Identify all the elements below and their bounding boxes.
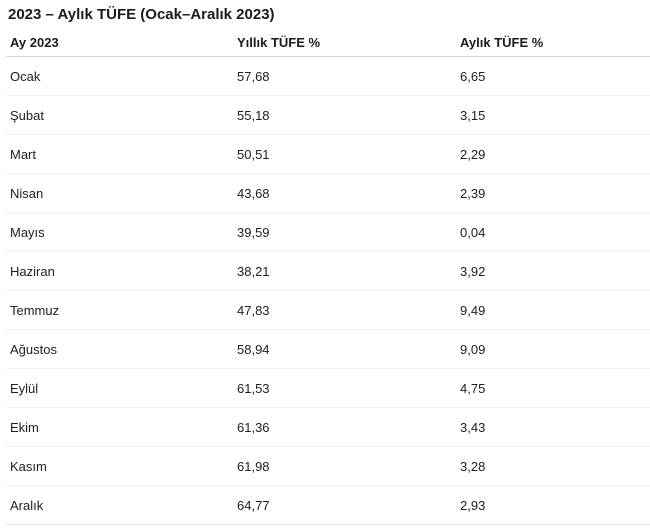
page-title: 2023 – Aylık TÜFE (Ocak–Aralık 2023) [8,6,275,23]
cell-monthly-tufe: 3,15 [456,95,650,135]
tufe-table: Ay 2023 Yıllık TÜFE % Aylık TÜFE % Ocak 5… [6,24,650,525]
column-header-annual-tufe: Yıllık TÜFE % [233,24,456,57]
table-row: Ocak 57,68 6,65 [6,56,650,96]
cell-month: Eylül [6,368,233,408]
cell-monthly-tufe: 6,65 [456,56,650,96]
cell-month: Kasım [6,446,233,486]
table-row: Ağustos 58,94 9,09 [6,329,650,369]
table-row: Kasım 61,98 3,28 [6,446,650,486]
table-row: Mart 50,51 2,29 [6,134,650,174]
cell-month: Temmuz [6,290,233,330]
cell-annual-tufe: 43,68 [233,173,456,213]
cell-month: Şubat [6,95,233,135]
cell-annual-tufe: 55,18 [233,95,456,135]
cell-monthly-tufe: 3,92 [456,251,650,291]
cell-month: Aralık [6,485,233,525]
cell-annual-tufe: 39,59 [233,212,456,252]
table-header-row: Ay 2023 Yıllık TÜFE % Aylık TÜFE % [6,24,650,57]
table-row: Ekim 61,36 3,43 [6,407,650,447]
column-header-month: Ay 2023 [6,24,233,57]
table-row: Eylül 61,53 4,75 [6,368,650,408]
cell-annual-tufe: 64,77 [233,485,456,525]
cell-annual-tufe: 61,36 [233,407,456,447]
cell-monthly-tufe: 0,04 [456,212,650,252]
cell-month: Nisan [6,173,233,213]
cell-annual-tufe: 47,83 [233,290,456,330]
table-row: Mayıs 39,59 0,04 [6,212,650,252]
cell-annual-tufe: 61,53 [233,368,456,408]
cell-annual-tufe: 61,98 [233,446,456,486]
cell-monthly-tufe: 9,49 [456,290,650,330]
cell-monthly-tufe: 2,29 [456,134,650,174]
cell-month: Mart [6,134,233,174]
cell-monthly-tufe: 9,09 [456,329,650,369]
cell-annual-tufe: 50,51 [233,134,456,174]
cell-month: Haziran [6,251,233,291]
cell-monthly-tufe: 3,28 [456,446,650,486]
cell-annual-tufe: 38,21 [233,251,456,291]
cell-annual-tufe: 58,94 [233,329,456,369]
cell-monthly-tufe: 4,75 [456,368,650,408]
cell-month: Ocak [6,56,233,96]
table-row: Şubat 55,18 3,15 [6,95,650,135]
table-row: Temmuz 47,83 9,49 [6,290,650,330]
cell-month: Ekim [6,407,233,447]
cell-monthly-tufe: 2,93 [456,485,650,525]
cell-monthly-tufe: 3,43 [456,407,650,447]
table-row: Haziran 38,21 3,92 [6,251,650,291]
cell-annual-tufe: 57,68 [233,56,456,96]
table-row: Aralık 64,77 2,93 [6,485,650,525]
cell-month: Ağustos [6,329,233,369]
table-row: Nisan 43,68 2,39 [6,173,650,213]
column-header-monthly-tufe: Aylık TÜFE % [456,24,650,57]
cell-monthly-tufe: 2,39 [456,173,650,213]
cell-month: Mayıs [6,212,233,252]
table-body: Ocak 57,68 6,65 Şubat 55,18 3,15 Mart 50,51 2,29… [6,56,650,525]
